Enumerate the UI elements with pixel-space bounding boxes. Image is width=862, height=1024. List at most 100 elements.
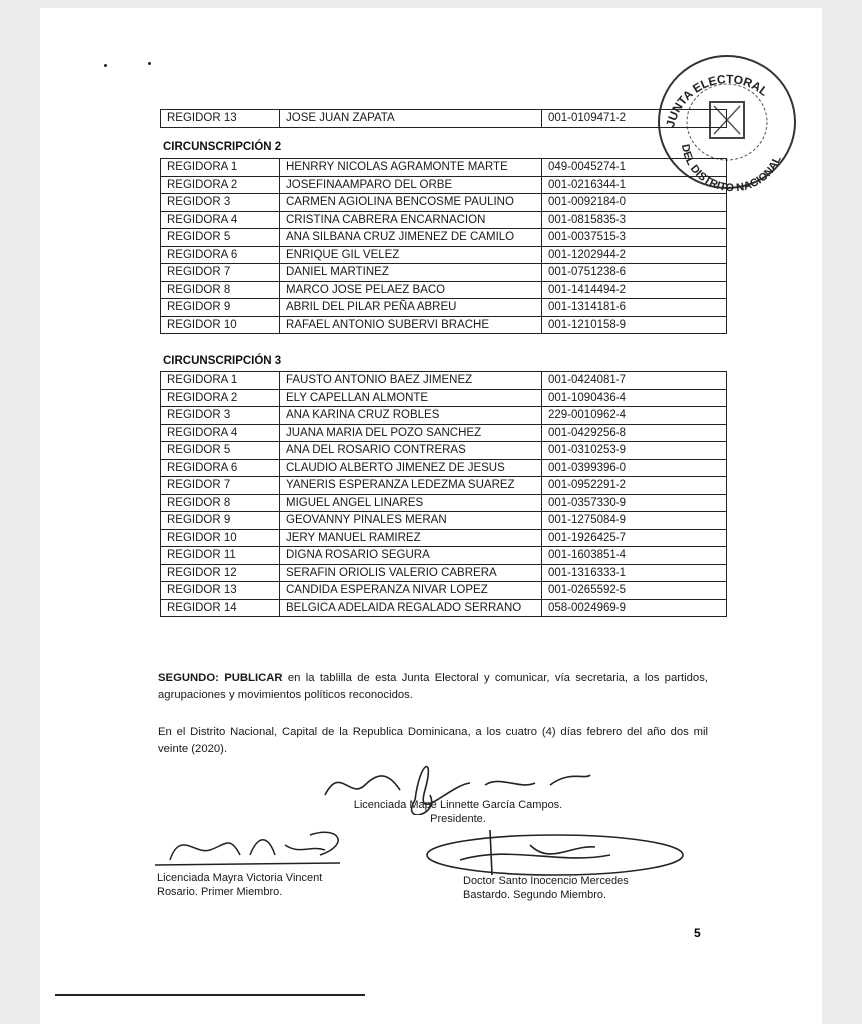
name-cell: CRISTINA CABRERA ENCARNACION [279,210,542,229]
name-cell: HENRRY NICOLAS AGRAMONTE MARTE [279,158,542,177]
signatory-name: Doctor Santo Inocencio Mercedes [463,875,629,887]
name-cell: MARCO JOSE PELAEZ BACO [279,280,542,299]
id-cell: 001-0037515-3 [541,228,727,247]
role-cell: REGIDOR 8 [160,280,280,299]
table-row: REGIDORA 4 CRISTINA CABRERA ENCARNACION 00… [160,210,727,229]
id-cell: 001-0399396-0 [541,458,727,477]
page-number: 5 [694,926,701,940]
id-cell: 049-0045274-1 [541,158,727,177]
role-cell: REGIDOR 13 [160,581,280,600]
top-table: REGIDOR 13 JOSE JUAN ZAPATA 001-0109471-… [160,109,727,128]
name-cell: RAFAEL ANTONIO SUBERVI BRACHE [279,315,542,334]
id-cell: 001-0310253-9 [541,441,727,460]
id-cell: 001-1603851-4 [541,546,727,565]
segundo-label: SEGUNDO: PUBLICAR [158,672,283,684]
table-row: REGIDOR 9 GEOVANNY PINALES MERAN 001-12750… [160,511,727,530]
role-cell: REGIDOR 8 [160,493,280,512]
name-cell: DANIEL MARTINEZ [279,263,542,282]
id-cell: 001-1316333-1 [541,563,727,582]
id-cell: 001-0751238-6 [541,263,727,282]
table-row: REGIDORA 1 HENRRY NICOLAS AGRAMONTE MARTE… [160,158,727,177]
table-row: REGIDOR 7 DANIEL MARTINEZ 001-0751238-6 [160,263,727,282]
table-row: REGIDOR 8 MIGUEL ANGEL LINARES 001-0357330… [160,493,727,512]
role-cell: REGIDORA 1 [160,158,280,177]
circunscripcion-2-table: REGIDORA 1 HENRRY NICOLAS AGRAMONTE MARTE… [160,158,727,334]
role-cell: REGIDOR 5 [160,228,280,247]
name-cell: JUANA MARIA DEL POZO SANCHEZ [279,423,542,442]
table-row: REGIDORA 6 ENRIQUE GIL VELEZ 001-1202944-2 [160,245,727,264]
signatory-primer-miembro: Licenciada Mayra Victoria Vincent Rosario… [157,871,322,899]
role-cell: REGIDOR 7 [160,263,280,282]
role-cell: REGIDOR 9 [160,298,280,317]
signatory-name: Licenciada Mayra Victoria Vincent [157,872,323,884]
id-cell: 001-0424081-7 [541,371,727,390]
id-cell: 001-0815835-3 [541,210,727,229]
table-row: REGIDOR 5 ANA DEL ROSARIO CONTRERAS 001-03… [160,441,727,460]
name-cell: ANA DEL ROSARIO CONTRERAS [279,441,542,460]
signatory-title: Presidente. [430,813,486,825]
id-cell: 001-0357330-9 [541,493,727,512]
role-cell: REGIDOR 13 [160,109,280,128]
section-title: CIRCUNSCRIPCIÓN 3 [163,355,282,367]
id-cell: 001-1414494-2 [541,280,727,299]
id-cell: 001-1202944-2 [541,245,727,264]
role-cell: REGIDOR 11 [160,546,280,565]
role-cell: REGIDOR 3 [160,193,280,212]
closing-paragraph: En el Distrito Nacional, Capital de la R… [158,726,708,755]
role-cell: REGIDOR 14 [160,598,280,617]
name-cell: ENRIQUE GIL VELEZ [279,245,542,264]
role-cell: REGIDORA 6 [160,245,280,264]
name-cell: MIGUEL ANGEL LINARES [279,493,542,512]
id-cell: 001-0952291-2 [541,476,727,495]
table-row: REGIDORA 1 FAUSTO ANTONIO BAEZ JIMENEZ 001… [160,371,727,390]
name-cell: JOSEFINAAMPARO DEL ORBE [279,175,542,194]
circunscripcion-3-table: REGIDORA 1 FAUSTO ANTONIO BAEZ JIMENEZ 001… [160,371,727,617]
role-cell: REGIDORA 1 [160,371,280,390]
role-cell: REGIDOR 12 [160,563,280,582]
table-row: REGIDOR 14 BELGICA ADELAIDA REGALADO SERR… [160,598,727,617]
role-cell: REGIDOR 10 [160,528,280,547]
name-cell: ANA SILBANA CRUZ JIMENEZ DE CAMILO [279,228,542,247]
table-row: REGIDORA 6 CLAUDIO ALBERTO JIMENEZ DE JES… [160,458,727,477]
name-cell: FAUSTO ANTONIO BAEZ JIMENEZ [279,371,542,390]
id-cell: 001-0109471-2 [541,109,727,128]
name-cell: ELY CAPELLAN ALMONTE [279,388,542,407]
signature-segundo-miembro [426,829,684,876]
id-cell: 001-0265592-5 [541,581,727,600]
role-cell: REGIDOR 10 [160,315,280,334]
table-row: REGIDOR 11 DIGNA ROSARIO SEGURA 001-160385… [160,546,727,565]
name-cell: ANA KARINA CRUZ ROBLES [279,406,542,425]
signature-president [324,766,591,815]
scan-specks [104,64,107,67]
signatory-segundo-miembro: Doctor Santo Inocencio Mercedes Bastardo.… [463,874,629,902]
table-row: REGIDOR 5 ANA SILBANA CRUZ JIMENEZ DE CAM… [160,228,727,247]
name-cell: DIGNA ROSARIO SEGURA [279,546,542,565]
table-row: REGIDOR 13 JOSE JUAN ZAPATA 001-0109471-… [160,109,727,128]
table-row: REGIDOR 10 RAFAEL ANTONIO SUBERVI BRACHE 0… [160,315,727,334]
role-cell: REGIDORA 4 [160,423,280,442]
role-cell: REGIDOR 7 [160,476,280,495]
id-cell: 229-0010962-4 [541,406,727,425]
table-row: REGIDOR 3 ANA KARINA CRUZ ROBLES 229-00109… [160,406,727,425]
role-cell: REGIDOR 3 [160,406,280,425]
id-cell: 001-1314181-6 [541,298,727,317]
role-cell: REGIDORA 2 [160,175,280,194]
signatory-name: Licenciada Mape Linnette García Campos. [353,799,563,811]
name-cell: BELGICA ADELAIDA REGALADO SERRANO [279,598,542,617]
table-row: REGIDOR 13 CANDIDA ESPERANZA NIVAR LOPEZ 0… [160,581,727,600]
name-cell: JOSE JUAN ZAPATA [279,109,542,128]
role-cell: REGIDORA 2 [160,388,280,407]
name-cell: JERY MANUEL RAMIREZ [279,528,542,547]
table-row: REGIDOR 9 ABRIL DEL PILAR PEÑA ABREU 001-1… [160,298,727,317]
segundo-paragraph: SEGUNDO: PUBLICAR en la tablilla de esta… [158,670,708,704]
id-cell: 001-1275084-9 [541,511,727,530]
role-cell: REGIDORA 6 [160,458,280,477]
signatory-title: Rosario. Primer Miembro. [157,886,283,898]
id-cell: 001-1926425-7 [541,528,727,547]
role-cell: REGIDOR 9 [160,511,280,530]
table-row: REGIDORA 4 JUANA MARIA DEL POZO SANCHEZ 00… [160,423,727,442]
id-cell: 001-0216344-1 [541,175,727,194]
scan-specks [148,62,151,65]
section-title: CIRCUNSCRIPCIÓN 2 [163,141,282,153]
name-cell: CARMEN AGIOLINA BENCOSME PAULINO [279,193,542,212]
